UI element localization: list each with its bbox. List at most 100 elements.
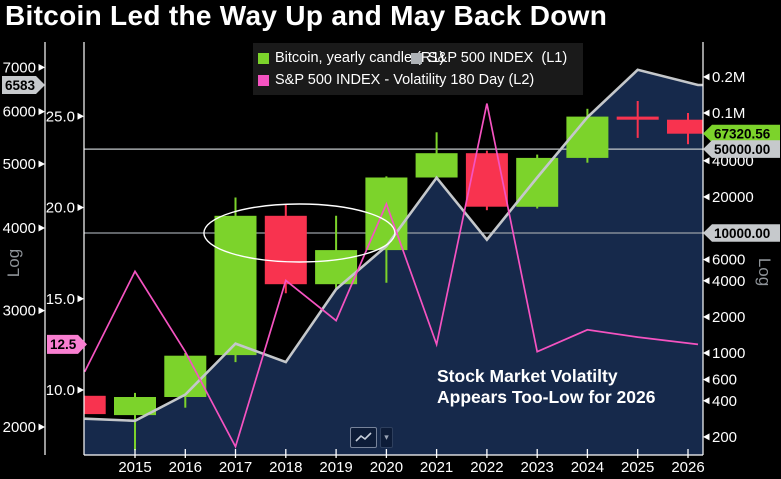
chart-legend: Bitcoin, yearly candle (R1) S&P 500 INDE…: [253, 43, 583, 95]
r1-tick: [703, 376, 710, 384]
chart-title: Bitcoin Led the Way Up and May Back Down: [5, 0, 608, 31]
r1-log-scale-label: Log: [755, 258, 774, 286]
r1-tick-label: 0.1M: [712, 105, 745, 122]
l1-tick-label: 4000: [3, 220, 36, 237]
candle-body-2019: [315, 250, 358, 285]
x-tick-label: 2019: [319, 459, 352, 476]
r1-tick: [703, 157, 710, 165]
value-badge-10000.00: [703, 224, 780, 242]
r1-tick-label: 1000: [712, 345, 745, 362]
l2-tick-label: 20.0: [46, 200, 75, 217]
value-badge-50000.00: [703, 140, 780, 158]
legend-item-bitcoin-candle[interactable]: Bitcoin, yearly candle (R1): [258, 50, 444, 66]
l2-tick: [77, 386, 84, 394]
x-tick-label: 2018: [269, 459, 302, 476]
candle-body-2017: [214, 215, 257, 356]
candle-body-2018: [264, 215, 307, 285]
callout-line-2: Appears Too-Low for 2026: [437, 387, 656, 407]
volatility-swatch-icon: [258, 74, 269, 86]
l1-tick-label: 3000: [3, 303, 36, 320]
r1-tick-label: 200: [712, 429, 737, 446]
legend-label: Bitcoin, yearly candle (R1): [275, 50, 445, 66]
legend-label: S&P 500 INDEX - Volatility 180 Day (L2): [275, 72, 535, 88]
l2-tick-label: 10.0: [46, 382, 75, 399]
x-tick-label: 2026: [671, 459, 704, 476]
x-tick-label: 2020: [370, 459, 403, 476]
callout-annotation: Stock Market Volatilty Appears Too-Low f…: [437, 366, 655, 408]
volatility-line: [84, 103, 699, 449]
l2-tick-label: 25.0: [46, 108, 75, 125]
r1-tick: [703, 277, 710, 285]
candle-body-2016: [164, 355, 207, 397]
l2-tick: [77, 204, 84, 211]
chart-type-toolbar: ▾: [350, 427, 393, 448]
l1-tick: [38, 423, 45, 431]
value-badge-67320.56: [703, 124, 780, 143]
l1-tick-label: 5000: [3, 156, 36, 173]
line-chart-icon: [355, 432, 372, 442]
r1-tick: [703, 433, 710, 441]
l1-log-scale-label: Log: [4, 249, 23, 277]
l1-tick-label: 6000: [3, 104, 36, 121]
r1-tick: [703, 73, 710, 81]
candle-body-2015: [114, 397, 156, 416]
l1-tick: [38, 224, 45, 232]
x-tick-label: 2023: [521, 459, 554, 476]
legend-item-sp500[interactable]: S&P 500 INDEX (L1): [411, 50, 567, 66]
chart-type-button[interactable]: [350, 427, 377, 448]
r1-tick: [703, 397, 710, 405]
x-tick-label: 2016: [169, 459, 202, 476]
candle-body-2021: [415, 153, 458, 178]
value-badge-text: 12.5: [50, 337, 77, 352]
legend-item-volatility[interactable]: S&P 500 INDEX - Volatility 180 Day (L2): [258, 72, 534, 88]
r1-tick-label: 0.2M: [712, 69, 745, 86]
r1-tick-label: 20000: [712, 189, 754, 206]
value-badge-text: 6583: [5, 78, 36, 93]
r1-tick: [703, 349, 710, 357]
plot-clip-group: [84, 68, 703, 455]
value-badge-12.5: [47, 334, 87, 354]
r1-tick-label: 2000: [712, 309, 745, 326]
candle-body-2024: [566, 116, 609, 158]
value-badge-text: 50000.00: [714, 142, 770, 157]
l1-tick: [38, 160, 45, 168]
value-badge-text: 67320.56: [714, 126, 771, 141]
chart-type-dropdown-caret[interactable]: ▾: [380, 427, 393, 448]
candle-body-2025: [616, 116, 659, 120]
x-tick-label: 2017: [219, 459, 252, 476]
l2-tick: [77, 295, 84, 303]
bitcoin-swatch-icon: [258, 52, 269, 64]
x-tick-label: 2015: [118, 459, 151, 476]
r1-tick-label: 600: [712, 372, 737, 389]
l1-tick-label: 7000: [3, 59, 36, 76]
r1-tick-label: 4000: [712, 273, 745, 290]
sp500-line: [84, 68, 703, 423]
l2-tick-label: 15.0: [46, 291, 75, 308]
x-tick-label: 2024: [571, 459, 604, 476]
l1-tick-label: 2000: [3, 419, 36, 436]
candle-body-2022: [465, 153, 508, 207]
callout-line-1: Stock Market Volatilty: [437, 366, 618, 386]
r1-tick: [703, 193, 710, 201]
r1-tick-label: 6000: [712, 252, 745, 269]
l2-tick: [77, 112, 84, 120]
legend-label: S&P 500 INDEX (L1): [428, 50, 568, 66]
sp500-swatch-icon: [411, 52, 422, 64]
x-tick-label: 2022: [470, 459, 503, 476]
value-badge-6583: [2, 76, 45, 94]
x-tick-label: 2025: [621, 459, 654, 476]
r1-tick: [703, 313, 710, 321]
value-badge-text: 10000.00: [714, 226, 770, 241]
l1-tick: [38, 63, 45, 71]
r1-tick: [703, 256, 710, 264]
ellipse-annotation: [203, 203, 396, 263]
r1-tick-label: 400: [712, 393, 737, 410]
candle-body-2014: [84, 395, 106, 415]
x-tick-label: 2021: [420, 459, 453, 476]
r1-tick: [703, 109, 710, 117]
l1-tick: [38, 108, 45, 116]
candle-body-2026: [667, 119, 703, 134]
l1-tick: [38, 307, 45, 315]
